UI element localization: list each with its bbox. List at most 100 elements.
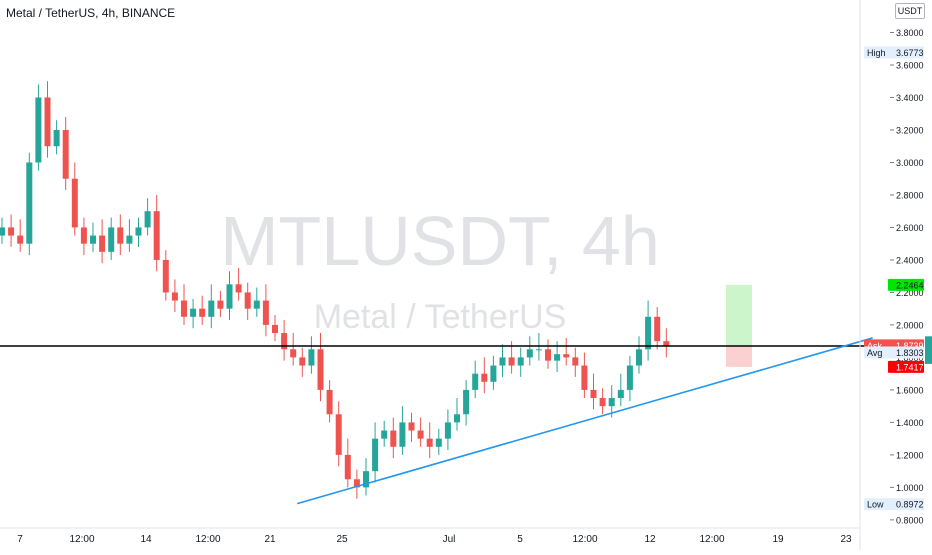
y-tick-label: 1.2000 xyxy=(896,450,924,460)
price-label-box xyxy=(888,278,924,291)
candle-body xyxy=(645,316,652,350)
candle-body xyxy=(108,227,115,252)
candle-body xyxy=(190,308,197,317)
candle-body xyxy=(335,414,342,455)
candle-body xyxy=(608,398,615,407)
y-tick-label: 1.4000 xyxy=(896,418,924,428)
x-tick-label: 14 xyxy=(140,534,152,545)
candle-body xyxy=(135,227,142,236)
x-tick-label: Jul xyxy=(443,534,456,545)
candle-body xyxy=(62,129,69,179)
y-tick-label: 0.8000 xyxy=(896,515,924,525)
candle-body xyxy=(53,129,60,147)
y-tick-label: 2.0000 xyxy=(896,320,924,330)
candle-body xyxy=(99,235,106,252)
candle-body xyxy=(162,259,169,293)
candle-body xyxy=(454,414,460,423)
candle-body xyxy=(44,97,51,147)
x-tick-label: 21 xyxy=(264,534,276,545)
x-tick-label: 23 xyxy=(840,534,852,545)
price-label-value: 3.6773 xyxy=(896,48,924,58)
candle-body xyxy=(663,341,670,347)
candle-body xyxy=(363,471,369,488)
candle-body xyxy=(244,292,251,309)
trendline[interactable] xyxy=(296,337,873,505)
y-tick-label: 3.6000 xyxy=(896,60,924,70)
candle-body xyxy=(372,438,379,472)
last-price-marker xyxy=(925,336,932,364)
position-stop-zone[interactable] xyxy=(726,346,752,367)
candle-body xyxy=(381,430,388,439)
x-tick-label: 5 xyxy=(517,534,523,545)
candle-body xyxy=(408,422,415,431)
price-label-value: 1.7417 xyxy=(896,362,924,372)
price-label-box xyxy=(864,498,924,511)
candle-body xyxy=(80,227,87,244)
candle-body xyxy=(144,211,151,228)
y-tick-label: 1.0000 xyxy=(896,483,924,493)
candle-body xyxy=(399,422,406,447)
candle-body xyxy=(517,357,524,366)
candle-body xyxy=(272,324,278,334)
candle-body xyxy=(208,300,215,317)
candle-body xyxy=(545,349,551,361)
watermark-name: Metal / TetherUS xyxy=(314,298,567,336)
currency-selector[interactable]: USDT xyxy=(895,3,925,19)
watermark-symbol: MTLUSDT, 4h xyxy=(220,202,660,280)
candle-body xyxy=(217,300,224,309)
x-tick-label: 12:00 xyxy=(699,534,724,545)
price-label-value: 1.8303 xyxy=(896,348,924,358)
candle-body xyxy=(344,454,351,480)
x-tick-label: 12 xyxy=(644,534,656,545)
candle-body xyxy=(253,300,260,309)
candle-body xyxy=(0,227,5,236)
candle-body xyxy=(26,162,33,244)
candle-body xyxy=(590,389,597,399)
candle-body xyxy=(226,284,233,309)
position-target-zone[interactable] xyxy=(726,284,752,347)
candle-body xyxy=(181,300,187,317)
y-tick-label: 2.2000 xyxy=(896,288,924,298)
candle-body xyxy=(472,373,479,390)
candle-body xyxy=(8,227,15,236)
candle-body xyxy=(654,316,661,342)
price-label-box xyxy=(864,46,924,59)
candle-body xyxy=(581,365,588,390)
candle-body xyxy=(481,373,488,382)
candle-body xyxy=(426,438,433,447)
candle-body xyxy=(535,349,542,351)
candle-body xyxy=(171,292,178,301)
candle-body xyxy=(117,227,124,244)
candle-body xyxy=(554,354,561,361)
y-tick-label: 3.8000 xyxy=(896,28,924,38)
x-tick-label: 7 xyxy=(17,534,23,545)
y-tick-label: 2.8000 xyxy=(896,190,924,200)
candle-body xyxy=(35,97,42,163)
candle-body xyxy=(262,300,269,325)
candle-body xyxy=(435,438,442,447)
price-label-value: 0.8972 xyxy=(896,500,924,510)
candle-body xyxy=(308,349,315,366)
candle-body xyxy=(390,430,397,447)
price-label-value: 2.2464 xyxy=(896,280,924,290)
candle-body xyxy=(599,398,606,407)
candle-body xyxy=(90,235,96,244)
candle-body xyxy=(199,308,206,317)
price-label-name: Low xyxy=(867,500,884,510)
candle-body xyxy=(290,349,297,358)
price-label-box xyxy=(864,346,924,359)
candle-body xyxy=(126,235,133,244)
candle-body xyxy=(572,357,579,366)
candle-body xyxy=(281,333,288,350)
candle-body xyxy=(417,430,424,439)
price-label-name: High xyxy=(867,48,886,58)
candle-body xyxy=(317,349,324,390)
candle-body xyxy=(563,354,570,358)
candle-body xyxy=(636,349,642,366)
price-label-name: Avg xyxy=(867,348,882,358)
x-tick-label: 25 xyxy=(336,534,348,545)
y-tick-label: 2.6000 xyxy=(896,223,924,233)
price-label-box xyxy=(888,360,924,373)
